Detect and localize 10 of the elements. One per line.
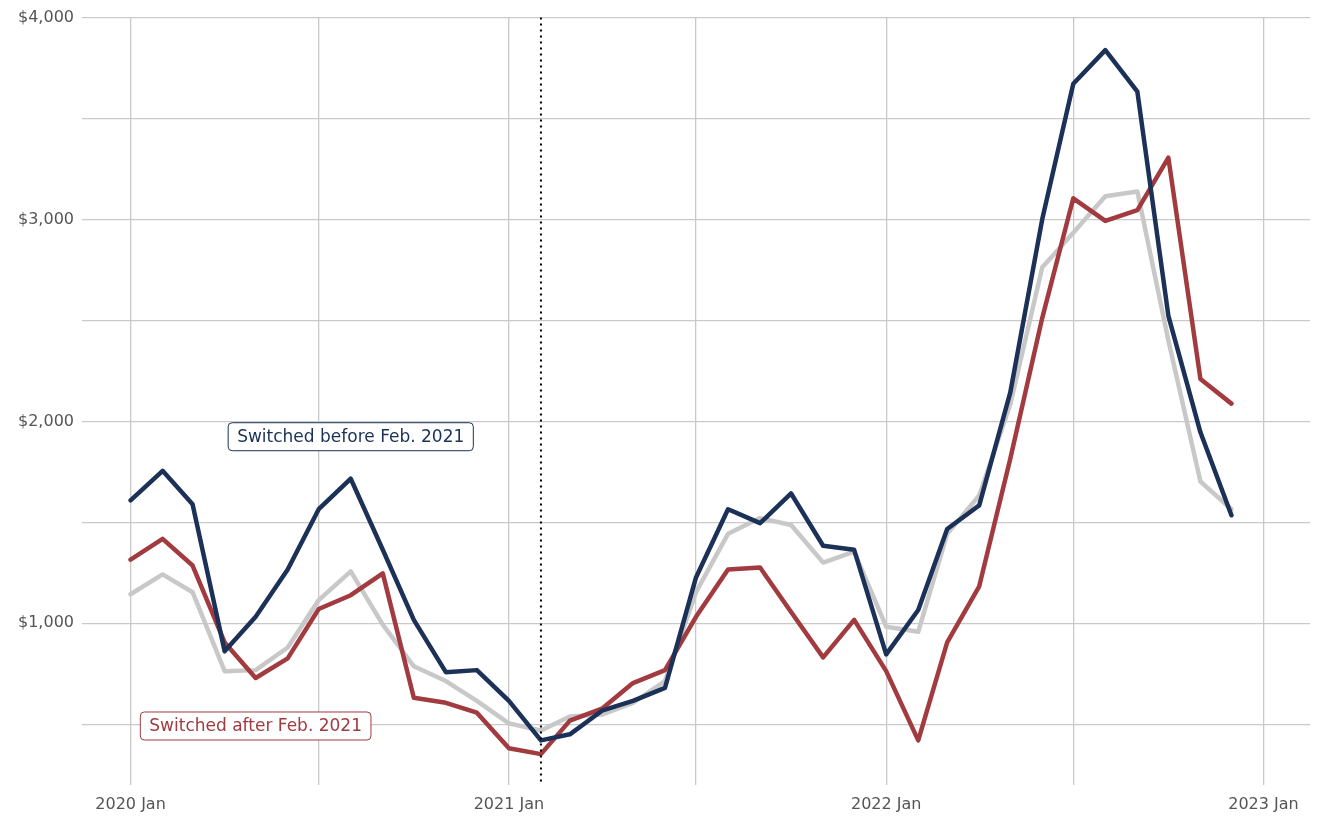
y-tick-label: $4,000	[18, 6, 74, 26]
x-tick-label: 2020 Jan	[95, 793, 166, 813]
text: Switched after Feb. 2021	[149, 715, 362, 736]
x-tick-label: 2023 Jan	[1228, 793, 1299, 813]
y-tick-label: $1,000	[18, 612, 74, 632]
y-tick-label: $2,000	[18, 410, 74, 430]
text: Switched before Feb. 2021	[237, 426, 465, 447]
y-tick-label: $3,000	[18, 208, 74, 228]
x-tick-label: 2022 Jan	[850, 793, 922, 813]
x-tick-label: 2021 Jan	[473, 793, 545, 813]
